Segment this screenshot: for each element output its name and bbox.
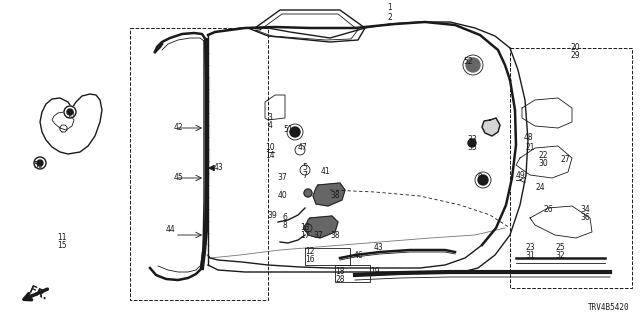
- Circle shape: [34, 157, 46, 169]
- Text: 37: 37: [313, 231, 323, 241]
- Text: 23: 23: [525, 244, 535, 252]
- Text: 4: 4: [268, 122, 273, 131]
- Text: 50: 50: [33, 161, 43, 170]
- Text: 22: 22: [538, 151, 548, 161]
- Text: 7: 7: [303, 172, 307, 180]
- Text: 51: 51: [283, 125, 293, 134]
- Text: 47: 47: [297, 143, 307, 153]
- Text: 42: 42: [173, 124, 183, 132]
- Text: 12: 12: [305, 247, 315, 257]
- Polygon shape: [313, 183, 345, 206]
- Circle shape: [300, 165, 310, 175]
- Text: 45: 45: [173, 173, 183, 182]
- Text: 50: 50: [65, 110, 75, 119]
- Text: 13: 13: [300, 223, 310, 233]
- Text: 1: 1: [388, 4, 392, 12]
- Text: 10: 10: [265, 143, 275, 153]
- Bar: [130, 28, 268, 300]
- Circle shape: [290, 127, 300, 137]
- Text: 24: 24: [535, 183, 545, 193]
- Text: 33: 33: [467, 135, 477, 145]
- Text: 38: 38: [330, 191, 340, 201]
- Text: 40: 40: [277, 191, 287, 201]
- Text: FR.: FR.: [27, 284, 49, 302]
- Text: 37: 37: [277, 173, 287, 182]
- Circle shape: [64, 106, 76, 118]
- Text: 29: 29: [570, 52, 580, 60]
- Text: 48: 48: [523, 133, 533, 142]
- Circle shape: [466, 58, 480, 72]
- Bar: [510, 48, 632, 288]
- Text: 25: 25: [555, 244, 565, 252]
- Text: 28: 28: [335, 276, 345, 284]
- Text: 38: 38: [330, 231, 340, 241]
- Text: 16: 16: [305, 255, 315, 265]
- Text: 9: 9: [477, 173, 483, 182]
- Text: 18: 18: [335, 268, 345, 276]
- Text: 19: 19: [370, 268, 380, 276]
- Text: 21: 21: [525, 143, 535, 153]
- Text: 35: 35: [467, 143, 477, 153]
- Circle shape: [37, 160, 43, 166]
- Text: 43: 43: [373, 244, 383, 252]
- Text: 46: 46: [353, 251, 363, 260]
- Text: 6: 6: [283, 213, 287, 222]
- Text: 27: 27: [560, 156, 570, 164]
- Polygon shape: [482, 118, 500, 136]
- Polygon shape: [522, 98, 572, 128]
- Text: 14: 14: [265, 151, 275, 161]
- Text: 15: 15: [57, 242, 67, 251]
- Text: 39: 39: [267, 211, 277, 220]
- Circle shape: [295, 145, 305, 155]
- Text: 44: 44: [165, 226, 175, 235]
- Text: 34: 34: [580, 205, 590, 214]
- Text: 32: 32: [555, 252, 565, 260]
- Circle shape: [478, 175, 488, 185]
- Text: TRV4B5420: TRV4B5420: [588, 303, 630, 312]
- Text: 41: 41: [320, 167, 330, 177]
- Text: 26: 26: [543, 205, 553, 214]
- Text: 11: 11: [57, 234, 67, 243]
- Text: 2: 2: [388, 13, 392, 22]
- Text: 30: 30: [538, 159, 548, 169]
- Text: 49: 49: [515, 171, 525, 180]
- Text: 5: 5: [303, 164, 307, 172]
- Text: 17: 17: [300, 231, 310, 241]
- Circle shape: [67, 109, 73, 115]
- Text: 31: 31: [525, 252, 535, 260]
- Text: 36: 36: [580, 213, 590, 222]
- Circle shape: [468, 139, 476, 147]
- Text: 3: 3: [268, 114, 273, 123]
- Text: 43: 43: [213, 164, 223, 172]
- Text: 8: 8: [283, 221, 287, 230]
- Text: 20: 20: [570, 44, 580, 52]
- Text: 52: 52: [463, 58, 473, 67]
- Circle shape: [304, 189, 312, 197]
- Polygon shape: [305, 216, 338, 238]
- Circle shape: [304, 224, 312, 232]
